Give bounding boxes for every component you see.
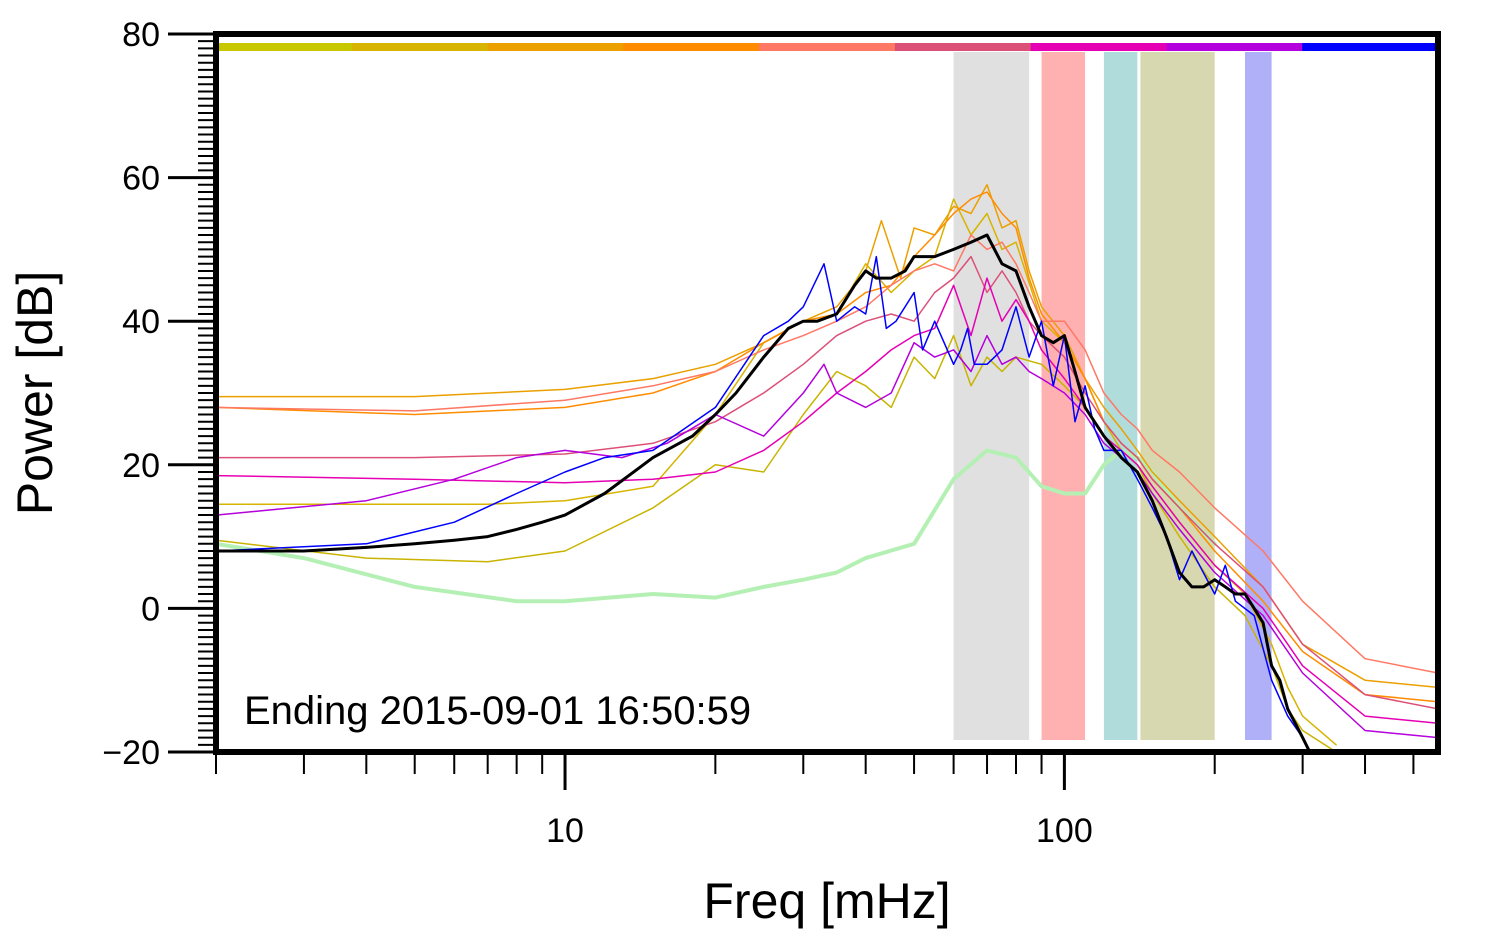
colorbar-segment-5: [759, 43, 896, 51]
frequency-band-3: [1103, 52, 1138, 740]
series-line-6: [216, 234, 1438, 674]
y-tick-label: 0: [141, 590, 160, 628]
series-line-8: [216, 277, 1438, 725]
frequency-bands: [953, 52, 1272, 740]
series-line-1: [216, 448, 1217, 604]
colorbar-segment-1: [216, 43, 353, 51]
frequency-band-4: [1140, 52, 1215, 740]
y-tick-label: 20: [122, 447, 160, 485]
colorbar-segment-8: [1166, 43, 1303, 51]
annotation-label: Ending 2015-09-01 16:50:59: [244, 689, 751, 733]
y-axis-title: Power [dB]: [7, 271, 63, 516]
colorbar-segment-3: [487, 43, 624, 51]
y-tick-label: 40: [122, 303, 160, 341]
series-line-10: [216, 255, 1311, 752]
colorbar-segment-6: [894, 43, 1032, 51]
x-axis-title: Freq [mHz]: [703, 873, 950, 929]
series-line-2: [216, 334, 1337, 752]
x-tick-label: 100: [1036, 812, 1093, 850]
y-tick-label: 60: [122, 160, 160, 198]
colorbar-segment-7: [1030, 43, 1167, 51]
series-line-7: [216, 255, 1438, 710]
y-tick-label: −20: [102, 734, 160, 772]
series-line-9: [216, 334, 1438, 739]
axes: 80 60 40 20 0 −20 10 100: [102, 16, 1415, 850]
colorbar-segment-2: [351, 43, 489, 51]
spectrum-series: [216, 184, 1438, 752]
frequency-band-2: [1041, 52, 1086, 740]
time-colorbar: [216, 43, 1439, 51]
x-tick-label: 10: [546, 812, 584, 850]
colorbar-segment-4: [623, 43, 760, 51]
colorbar-segment-9: [1302, 43, 1439, 51]
frequency-band-1: [953, 52, 1030, 740]
series-line-11: [216, 233, 1312, 752]
y-tick-label: 80: [122, 16, 160, 54]
